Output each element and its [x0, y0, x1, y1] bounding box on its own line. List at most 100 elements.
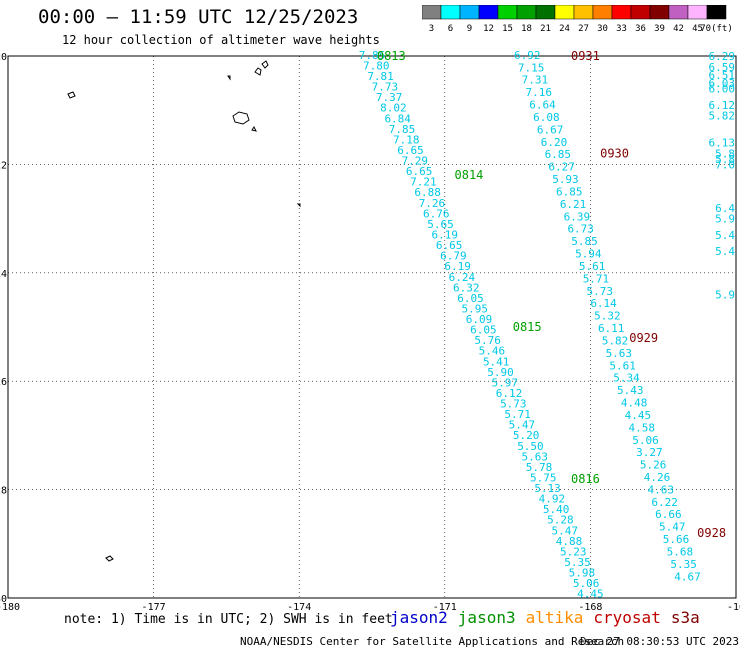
edge-swh-value: 5.9 — [715, 213, 735, 226]
cryosat-swh-value: 5.26 — [640, 459, 667, 472]
scale-label: 15 — [502, 24, 513, 34]
jason3-swh-value: 4.45 — [577, 588, 604, 601]
jason3-swh-value: 7.85 — [359, 49, 386, 62]
credit-line: NOAA/NESDIS Center for Satellite Applica… — [240, 635, 625, 648]
edge-swh-value: 5.8 — [715, 153, 735, 166]
edge-swh-value: 5.8 — [715, 148, 735, 161]
jason3-swh-value: 7.21 — [410, 176, 437, 189]
cryosat-pass-time: 0930 — [600, 147, 629, 161]
island-outline — [254, 67, 262, 76]
cryosat-swh-value: 5.43 — [617, 384, 644, 397]
map-subtitle: 12 hour collection of altimeter wave hei… — [62, 33, 380, 47]
jason3-swh-value: 7.26 — [419, 197, 446, 210]
cryosat-swh-value: 6.21 — [560, 198, 587, 211]
jason3-swh-value: 5.76 — [474, 334, 501, 347]
altimeter-map: -180 -177 -174 -171 -168 -16 -20 -22 -24 -26 -28 -3… — [0, 49, 740, 610]
cryosat-swh-value: 5.63 — [606, 347, 633, 360]
jason3-swh-value: 7.80 — [363, 59, 390, 72]
jason3-swh-value: 7.73 — [372, 81, 399, 94]
cryosat-swh-value: 5.93 — [552, 173, 579, 186]
cryosat-swh-value: 5.71 — [583, 272, 610, 285]
jason3-swh-value: 6.76 — [423, 207, 450, 220]
cryosat-swh-value: 5.82 — [602, 334, 629, 347]
edge-swh-value: 5.4 — [715, 245, 735, 258]
jason3-swh-value: 5.41 — [483, 355, 510, 368]
cryosat-swh-value: 4.26 — [644, 471, 671, 484]
jason3-swh-value: 6.19 — [444, 260, 471, 273]
legend-jason2: jason2 — [390, 608, 448, 627]
jason3-swh-value: 5.13 — [534, 482, 561, 495]
scale-label: 21 — [540, 24, 551, 34]
cryosat-swh-value: 6.11 — [598, 322, 625, 335]
cryosat-swh-value: 5.61 — [609, 359, 636, 372]
cryosat-swh-value: 7.15 — [518, 61, 545, 74]
island-outline — [296, 203, 301, 208]
cryosat-pass-time: 0931 — [571, 49, 600, 63]
cryosat-pass-time: 0929 — [629, 331, 658, 345]
cryosat-swh-value: 6.39 — [564, 210, 591, 223]
edge-swh-value: 6.4 — [715, 202, 735, 215]
jason3-swh-value: 4.88 — [556, 535, 583, 548]
y-tick-label: -20 — [0, 52, 7, 63]
map-title: 00:00 – 11:59 UTC 12/25/2023 — [38, 6, 359, 28]
cryosat-swh-value: 6.66 — [655, 508, 682, 521]
edge-swh-value: 6.13 — [709, 137, 736, 150]
island-outline — [232, 111, 250, 125]
cryosat-swh-value: 5.32 — [594, 310, 621, 323]
scale-label: 3 — [429, 24, 434, 34]
cryosat-swh-value: 6.92 — [514, 49, 541, 62]
jason3-swh-value: 5.28 — [547, 514, 574, 527]
jason3-swh-value: 6.65 — [397, 144, 424, 157]
edge-swh-value: 6.29 — [709, 50, 736, 63]
cryosat-swh-value: 5.61 — [579, 260, 606, 273]
x-tick-label: -174 — [287, 602, 311, 610]
jason3-swh-value: 5.98 — [569, 567, 596, 580]
cryosat-swh-value: 6.73 — [567, 223, 594, 236]
cryosat-swh-value: 4.58 — [628, 421, 655, 434]
cryosat-swh-value: 6.08 — [533, 111, 560, 124]
cryosat-swh-value: 5.94 — [575, 248, 602, 261]
map-frame — [7, 55, 737, 599]
cryosat-swh-value: 5.68 — [667, 545, 694, 558]
jason3-swh-value: 5.20 — [513, 429, 540, 442]
edge-swh-value: 6.03 — [709, 77, 736, 90]
island-outline — [251, 126, 257, 132]
scale-label: 6 — [448, 24, 453, 34]
jason3-swh-value: 5.65 — [427, 218, 454, 231]
jason3-pass-time: 0815 — [513, 320, 542, 334]
jason3-swh-value: 5.78 — [526, 461, 553, 474]
cryosat-swh-value: 6.22 — [651, 496, 678, 509]
legend-altika: altika — [525, 608, 584, 627]
cryosat-swh-value: 7.16 — [525, 86, 552, 99]
footnote: note: 1) Time is in UTC; 2) SWH is in fe… — [64, 612, 393, 627]
cryosat-pass-time: 0928 — [697, 526, 726, 540]
edge-swh-value: 6.12 — [709, 99, 736, 112]
x-tick-label: -177 — [142, 602, 166, 610]
x-tick-label: -180 — [0, 602, 20, 610]
scale-label: 39 — [654, 24, 665, 34]
legend-cryosat: cryosat — [593, 608, 661, 627]
cryosat-swh-value: 4.48 — [621, 397, 648, 410]
island-outline — [227, 75, 231, 81]
island-outline — [105, 555, 114, 562]
jason3-swh-value: 6.09 — [466, 313, 493, 326]
jason3-swh-value: 5.95 — [462, 302, 489, 315]
jason3-pass-time: 0816 — [571, 472, 600, 486]
cryosat-swh-value: 6.67 — [537, 123, 564, 136]
x-tick-label: -16 — [727, 602, 740, 610]
jason3-pass-time: 0813 — [377, 49, 406, 63]
cryosat-swh-value: 5.47 — [659, 521, 686, 534]
jason3-swh-value: 5.73 — [500, 398, 527, 411]
cryosat-swh-value: 6.14 — [590, 297, 617, 310]
cryosat-swh-value: 5.34 — [613, 372, 640, 385]
cryosat-swh-value: 6.85 — [545, 148, 572, 161]
scale-swatch — [706, 5, 727, 20]
cryosat-swh-value: 6.20 — [541, 136, 568, 149]
jason3-swh-value: 5.47 — [551, 524, 578, 537]
cryosat-swh-value: 4.45 — [625, 409, 652, 422]
cryosat-swh-value: 5.06 — [632, 434, 659, 447]
scale-label: 24 — [559, 24, 570, 34]
island-outline — [67, 91, 76, 99]
y-tick-label: -30 — [0, 594, 7, 605]
jason3-swh-value: 6.32 — [453, 281, 480, 294]
